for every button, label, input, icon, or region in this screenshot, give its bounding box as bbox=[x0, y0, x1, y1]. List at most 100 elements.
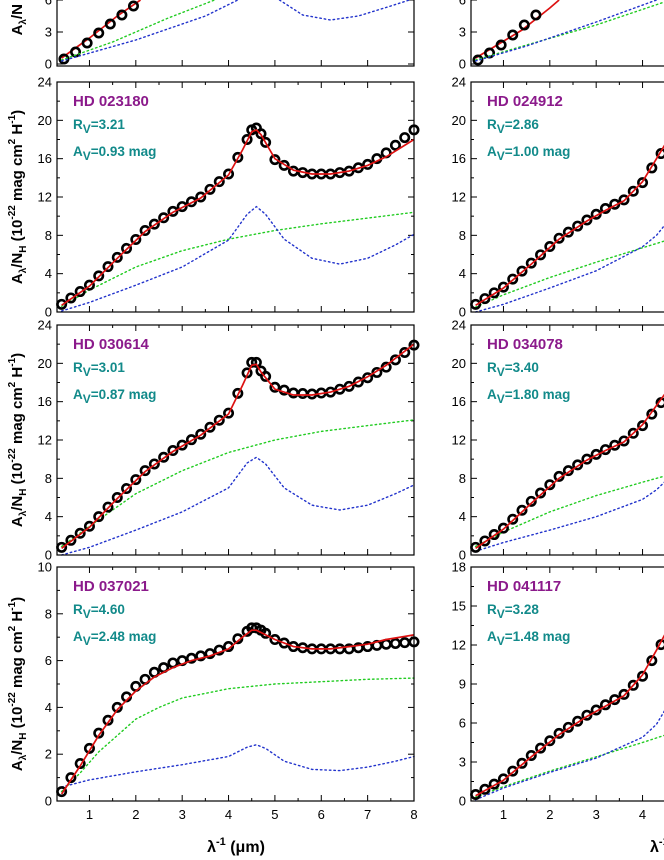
x-tick-label: 2 bbox=[132, 807, 139, 822]
observed-point bbox=[111, 251, 123, 263]
observed-point bbox=[148, 218, 160, 230]
plot-frame bbox=[56, 81, 415, 313]
model-line bbox=[475, 393, 664, 550]
y-axis-label-text-part: ) bbox=[9, 597, 26, 602]
y-axis-label-text-part: -1 bbox=[7, 601, 18, 610]
y-tick-label: 20 bbox=[452, 356, 466, 371]
av-value: AV=1.80 mag bbox=[487, 387, 570, 406]
observed-point bbox=[102, 261, 114, 273]
blue-dotted-line bbox=[60, 205, 415, 312]
observed-point bbox=[232, 387, 244, 399]
rv-value-part: R bbox=[73, 117, 83, 132]
observed-point bbox=[81, 37, 93, 49]
plot-frame bbox=[56, 566, 415, 802]
rv-value-part: V bbox=[83, 122, 91, 136]
av-value: AV=1.00 mag bbox=[487, 144, 570, 163]
star-name: HD 024912 bbox=[487, 93, 563, 110]
observed-point bbox=[553, 727, 565, 739]
observed-point bbox=[525, 257, 537, 269]
y-tick-label: 4 bbox=[45, 509, 52, 524]
y-axis-label-text-part: A bbox=[9, 273, 26, 284]
x-tick-label: 4 bbox=[639, 807, 646, 822]
observed-point bbox=[260, 136, 272, 148]
observed-point bbox=[167, 445, 179, 457]
observed-point bbox=[581, 453, 593, 465]
observed-point bbox=[352, 376, 364, 388]
y-tick-label: 4 bbox=[45, 266, 52, 281]
y-axis-label-fragment-part: λ bbox=[18, 19, 29, 25]
y-axis-label-text-part: mag cm bbox=[9, 631, 26, 692]
y-axis-label-text-part: 2 bbox=[7, 138, 18, 144]
blue-dotted-line bbox=[474, 0, 658, 62]
observed-point bbox=[213, 176, 225, 188]
observed-point bbox=[213, 414, 225, 426]
observed-point bbox=[544, 735, 556, 747]
observed-point bbox=[389, 354, 401, 366]
observed-point bbox=[590, 704, 602, 716]
av-value-part: A bbox=[487, 629, 497, 644]
observed-point bbox=[581, 709, 593, 721]
blue-dotted-line bbox=[474, 224, 664, 313]
observed-point bbox=[185, 652, 197, 664]
observed-point bbox=[269, 154, 281, 166]
observed-point bbox=[472, 54, 484, 66]
av-value-part: A bbox=[487, 144, 497, 159]
observed-point bbox=[83, 520, 95, 532]
y-tick-label: 8 bbox=[459, 471, 466, 486]
observed-point bbox=[278, 159, 290, 171]
av-value-part: A bbox=[487, 387, 497, 402]
observed-point bbox=[93, 27, 105, 39]
y-axis-label-text-part: H bbox=[18, 489, 29, 496]
observed-point bbox=[269, 634, 281, 646]
rv-value-part: V bbox=[497, 365, 505, 379]
y-axis-label: Aλ/NH (10-22 mag cm2 H-1) bbox=[7, 597, 29, 771]
observed-point bbox=[195, 428, 207, 440]
observed-point bbox=[65, 534, 77, 546]
observed-point bbox=[223, 407, 235, 419]
observed-point bbox=[58, 53, 70, 65]
y-tick-label: 8 bbox=[45, 606, 52, 621]
observed-point bbox=[185, 434, 197, 446]
y-axis-label-text-part: mag cm bbox=[9, 144, 26, 205]
observed-point bbox=[93, 270, 105, 282]
x-tick-label: 2 bbox=[546, 807, 553, 822]
rv-value-part: =2.86 bbox=[505, 117, 540, 132]
observed-point bbox=[232, 151, 244, 163]
observed-point bbox=[627, 679, 639, 691]
observed-point bbox=[269, 381, 281, 393]
x-axis-label-part: -1 bbox=[216, 836, 226, 848]
av-value-part: =1.00 mag bbox=[505, 144, 571, 159]
y-tick-label: 0 bbox=[45, 57, 52, 72]
observed-point bbox=[260, 370, 272, 382]
observed-point bbox=[102, 501, 114, 513]
observed-point bbox=[176, 439, 188, 451]
x-tick-label: 3 bbox=[593, 807, 600, 822]
rv-value-part: =3.01 bbox=[91, 360, 126, 375]
blue-dotted-line bbox=[278, 0, 411, 21]
y-axis-label-text-part: /N bbox=[9, 253, 26, 268]
av-value-part: V bbox=[83, 149, 91, 163]
green-dotted-line bbox=[474, 734, 664, 798]
av-value-part: A bbox=[73, 144, 83, 159]
y-axis-label-text-part: H bbox=[9, 367, 26, 382]
observed-point bbox=[488, 529, 500, 541]
plot-frame bbox=[56, 0, 415, 67]
star-name-part: HD 023180 bbox=[73, 93, 149, 110]
plot-frame bbox=[470, 0, 664, 67]
y-tick-label: 16 bbox=[452, 151, 466, 166]
y-axis-label-text: Aλ/NH (10-22 mag cm2 H-1) bbox=[7, 353, 29, 527]
y-axis-label-text-part: H bbox=[18, 733, 29, 740]
y-tick-label: 2 bbox=[45, 747, 52, 762]
rv-value-part: R bbox=[487, 360, 497, 375]
star-name-part: HD 037021 bbox=[73, 578, 149, 595]
observed-point bbox=[65, 772, 77, 784]
x-axis-label-part: (μm) bbox=[226, 839, 265, 856]
model-line bbox=[61, 128, 415, 307]
y-axis-label-text-part: ) bbox=[9, 353, 26, 358]
star-name: HD 030614 bbox=[73, 336, 150, 353]
rv-value-part: V bbox=[497, 607, 505, 621]
